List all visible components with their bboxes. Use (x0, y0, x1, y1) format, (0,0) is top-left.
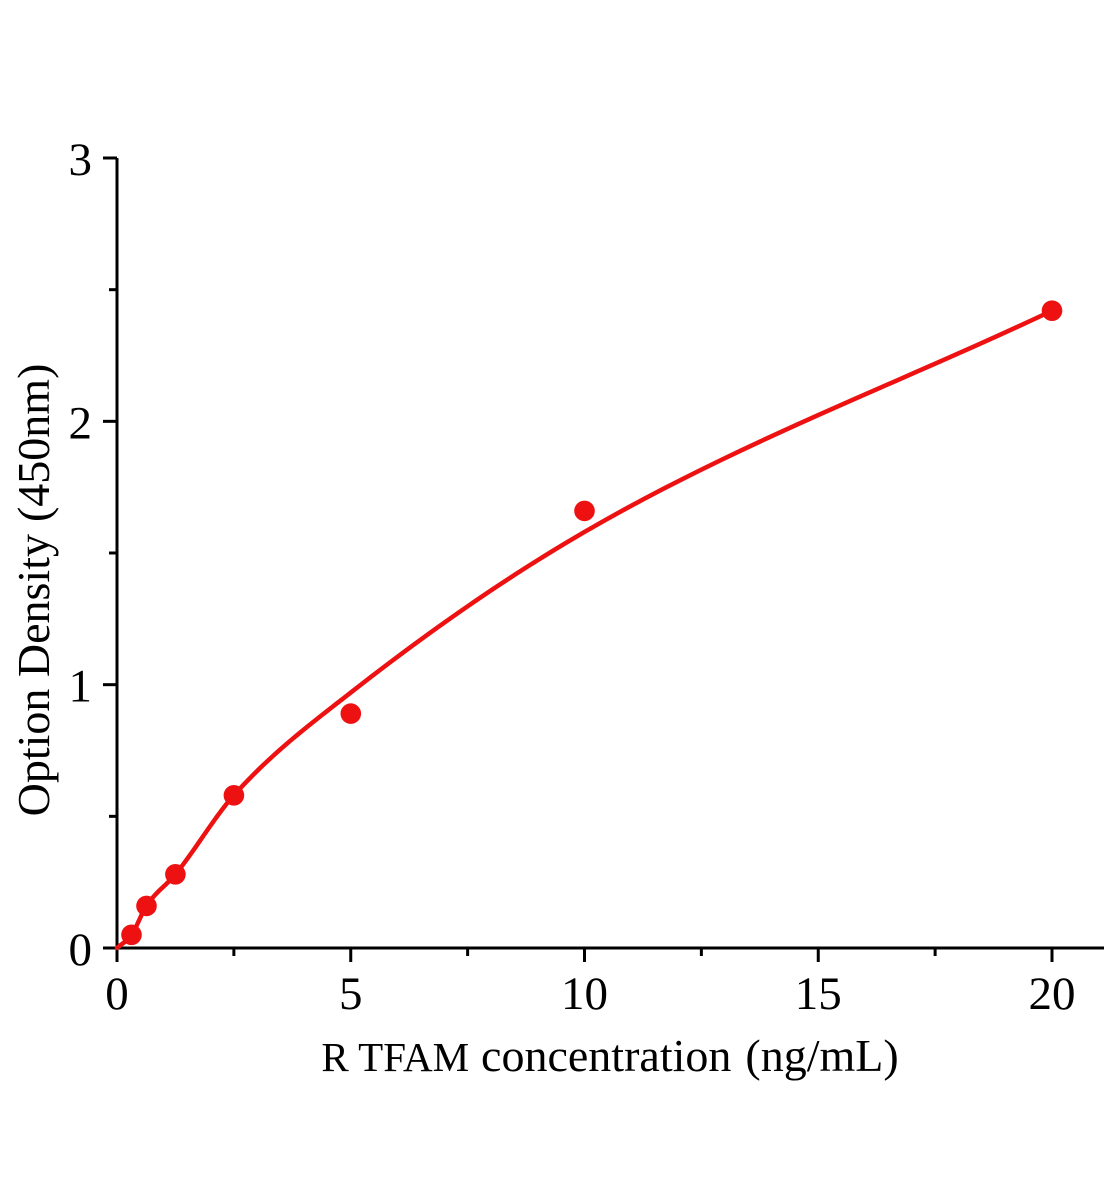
y-axis-title: Option Density (450nm) (8, 364, 59, 817)
data-point (165, 864, 186, 885)
data-point (1041, 300, 1063, 322)
y-tick-label: 3 (69, 134, 93, 186)
x-axis-title: R TFAM concentration (ng/mL) (321, 1030, 898, 1081)
x-axis-title-unit: (ng/mL) (745, 1030, 898, 1081)
data-point (340, 703, 362, 724)
y-axis-title-unit: (450nm) (8, 364, 59, 522)
fit-curve-line (114, 308, 1055, 951)
data-point (121, 924, 142, 946)
x-tick-label: 5 (339, 968, 363, 1020)
x-tick-label: 20 (1029, 968, 1076, 1020)
y-tick-label: 2 (69, 397, 93, 449)
x-tick-label: 15 (795, 968, 842, 1020)
y-axis-title-text: Option Density (8, 534, 59, 816)
x-axis-title-prefix: R TFAM (321, 1034, 469, 1080)
y-tick-label: 0 (69, 924, 93, 976)
x-tick-label: 10 (561, 968, 608, 1020)
y-tick-label: 1 (69, 661, 93, 713)
data-point (574, 500, 595, 522)
data-point (136, 895, 157, 917)
data-point (223, 785, 245, 806)
x-tick-label: 0 (105, 968, 129, 1020)
x-axis-title-text: concentration (481, 1030, 731, 1081)
